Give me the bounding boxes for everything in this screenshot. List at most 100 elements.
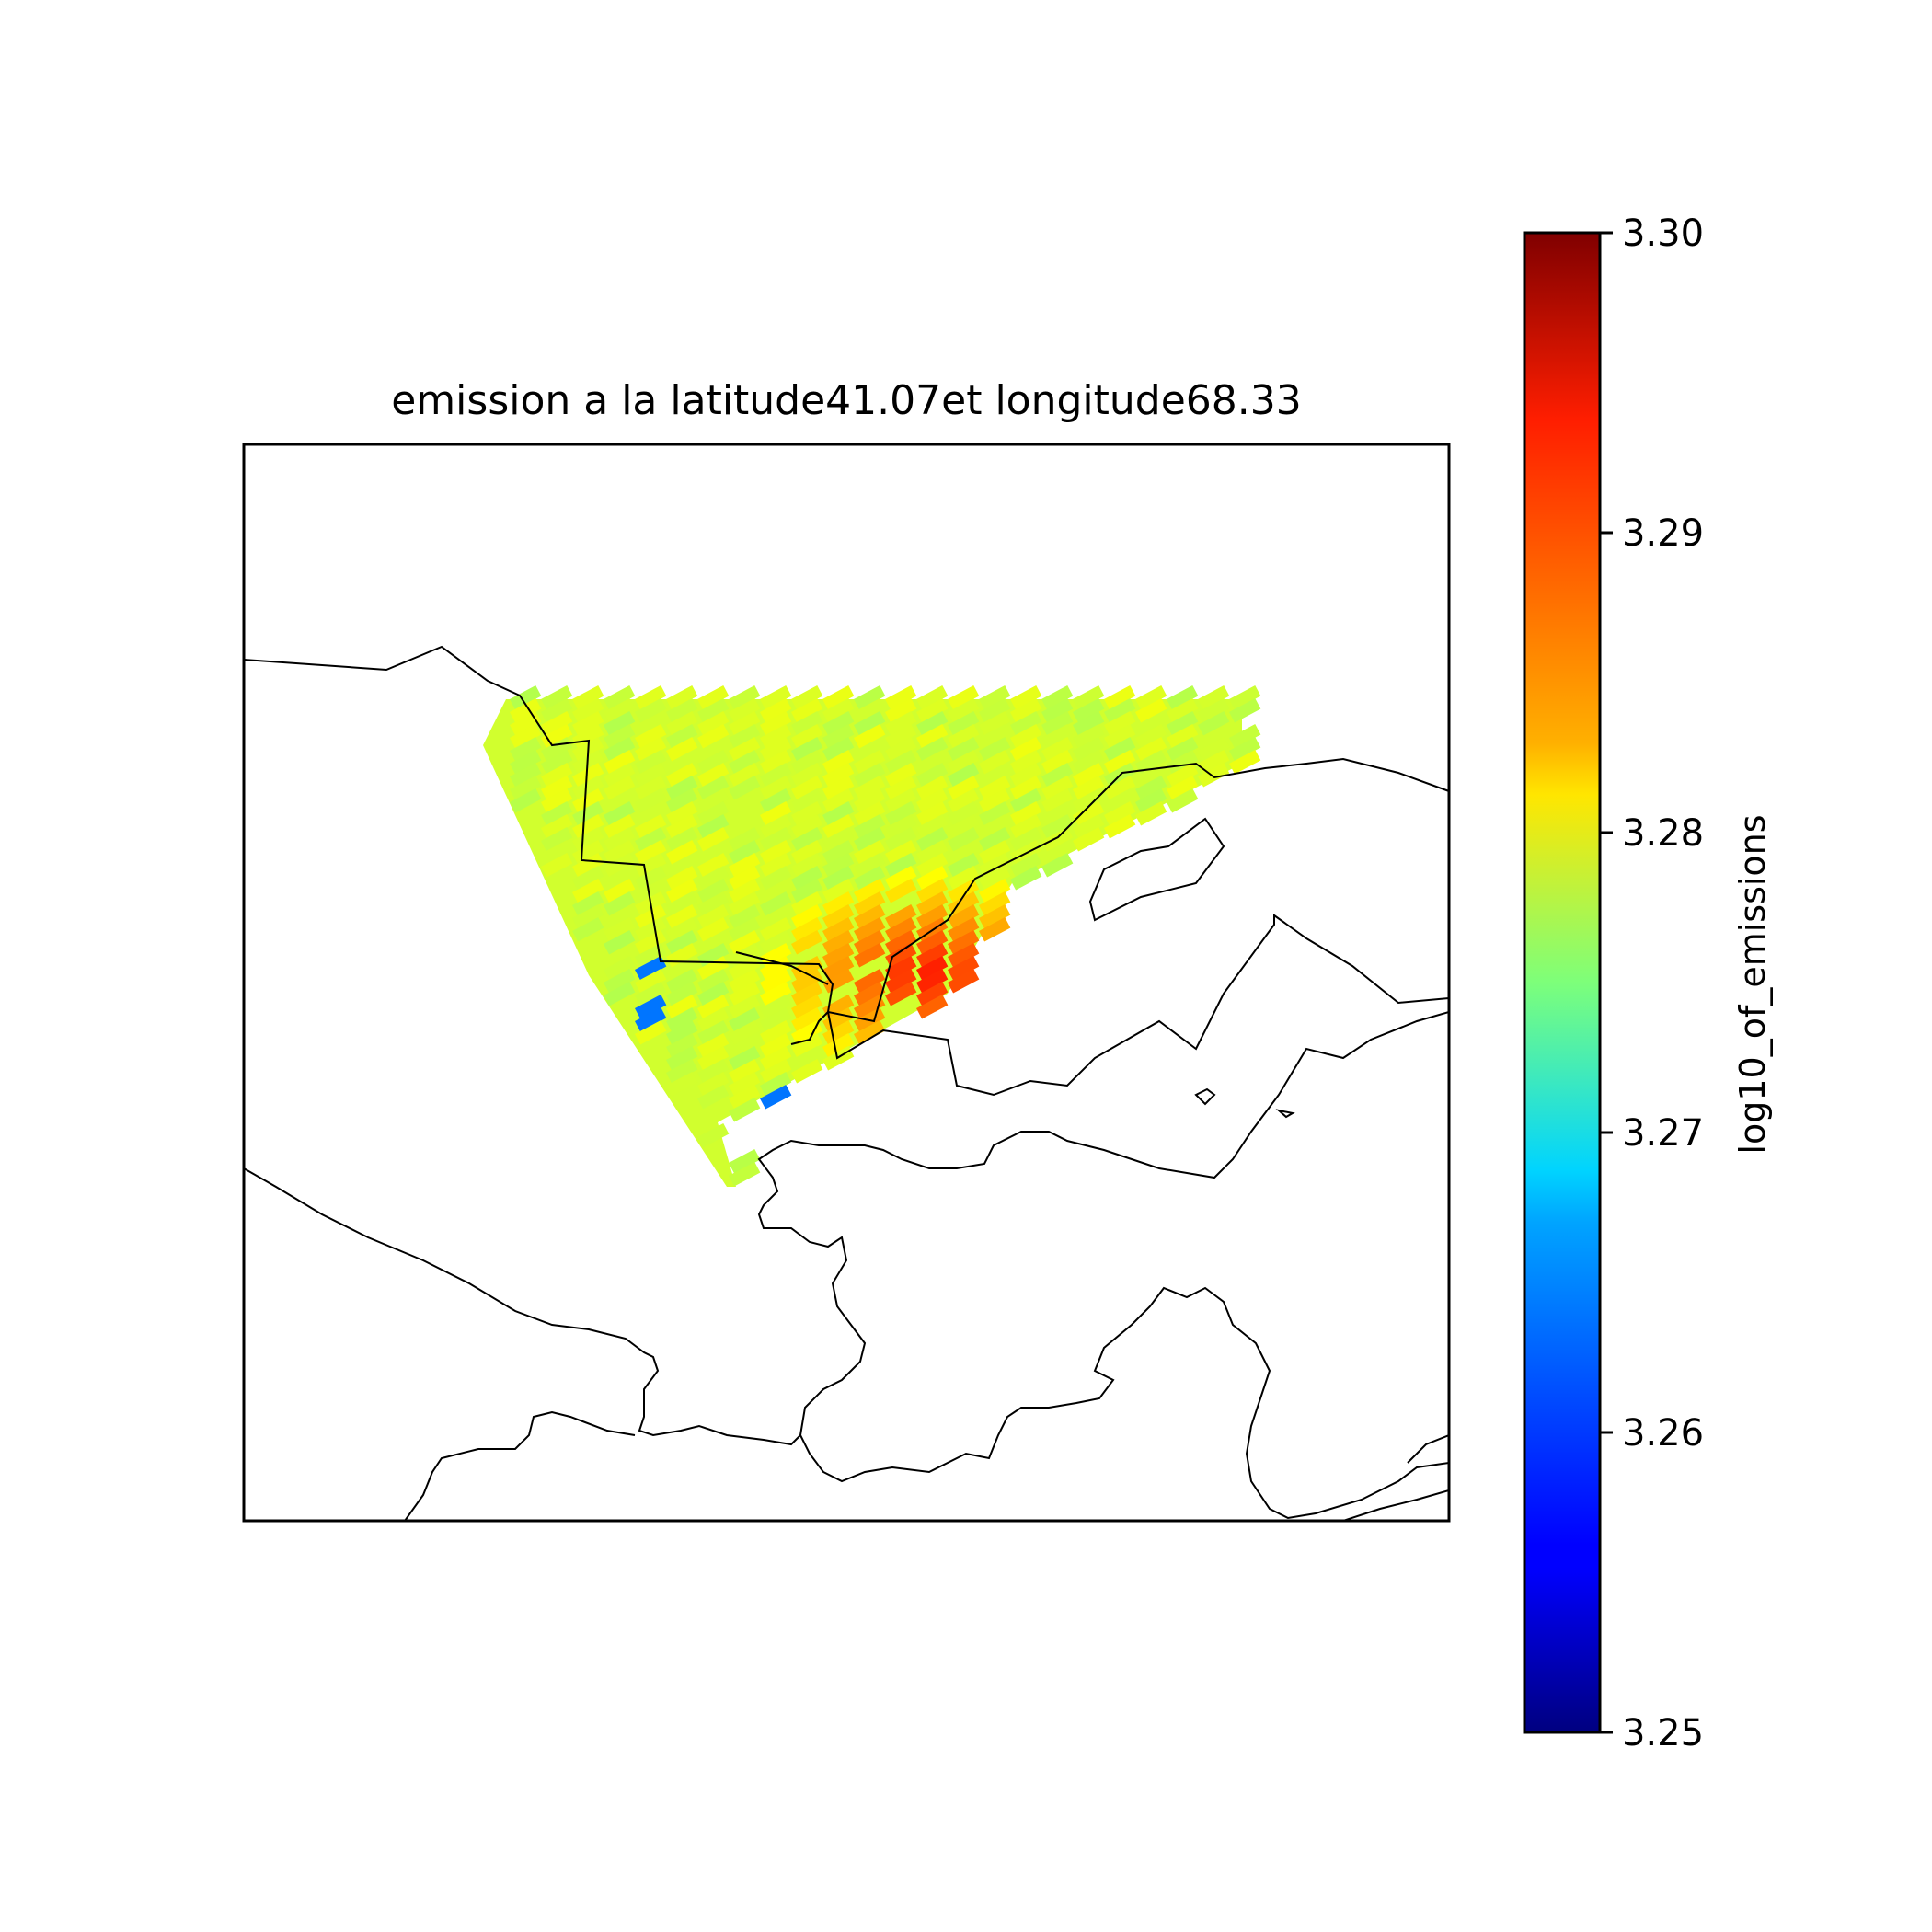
emission-cell: [541, 839, 573, 865]
emission-cell: [791, 981, 823, 1006]
coastline-southeast-corner: [1342, 1434, 1449, 1521]
emission-cell: [759, 852, 792, 878]
emission-cell: [635, 762, 667, 788]
emission-cell: [916, 839, 949, 865]
emission-cell: [510, 684, 542, 710]
coastline-fjord: [735, 951, 829, 1045]
emission-cell: [666, 981, 698, 1006]
emission-cell: [915, 929, 949, 955]
emission-cell: [1010, 710, 1042, 736]
emission-cell: [728, 1084, 761, 1110]
emission-cell: [822, 826, 855, 852]
emission-cell: [572, 903, 604, 929]
emission-cell: [885, 826, 917, 852]
emission-cell: [697, 981, 730, 1006]
emission-cell: [790, 723, 823, 749]
emission-cell: [510, 723, 542, 749]
emission-cell: [916, 813, 949, 839]
emission-cell: [1073, 826, 1105, 852]
emission-cell: [1167, 749, 1199, 775]
emission-cell: [853, 929, 886, 955]
emission-cell: [604, 710, 636, 736]
emission-cell: [1072, 749, 1105, 775]
emission-cell: [1198, 749, 1230, 775]
emission-cell: [822, 710, 855, 736]
emission-cell: [1103, 749, 1136, 775]
emission-cell: [916, 775, 949, 800]
emission-cell: [885, 968, 917, 994]
emission-cell: [729, 1006, 761, 1032]
emission-cell: [979, 723, 1011, 749]
emission-cell: [729, 762, 761, 788]
emission-cell: [1104, 736, 1136, 762]
emission-cell: [979, 891, 1011, 916]
emission-cell: [854, 826, 886, 852]
emission-cell: [916, 710, 949, 736]
emission-cell: [572, 684, 604, 710]
emission-cell: [978, 878, 1011, 903]
emission-cell: [1104, 710, 1136, 736]
emission-cell: [916, 852, 949, 878]
emission-cell: [1010, 865, 1042, 891]
emission-cell: [760, 891, 792, 916]
emission-cell: [1009, 762, 1042, 788]
emission-cell: [604, 968, 636, 994]
emission-cell: [884, 981, 917, 1006]
emission-cell: [822, 697, 855, 723]
emission-cell: [634, 826, 667, 852]
emission-cell: [791, 1006, 823, 1032]
emission-cell: [822, 929, 855, 955]
emission-cell: [665, 1006, 698, 1032]
emission-cell: [916, 749, 949, 775]
emission-cell: [665, 1019, 698, 1045]
emission-cell: [791, 800, 823, 826]
emission-cell: [1198, 710, 1230, 736]
emission-cell: [541, 710, 573, 736]
colorbar-tick-label: 3.30: [1622, 213, 1704, 255]
emission-cell: [635, 749, 667, 775]
emission-cell: [729, 929, 761, 955]
emission-cell: [759, 1045, 792, 1071]
emission-cell: [665, 1071, 698, 1097]
emission-cell: [1229, 736, 1261, 762]
emission-cell: [760, 1006, 792, 1032]
emission-cell: [510, 749, 542, 775]
emission-cell: [791, 929, 823, 955]
emission-cell: [728, 968, 761, 994]
emission-cell: [979, 916, 1011, 942]
emission-cell: [822, 865, 855, 891]
emission-cell: [635, 865, 667, 891]
emission-cell: [697, 852, 730, 878]
emission-cell: [1010, 723, 1042, 749]
emission-cell: [916, 723, 949, 749]
coastline-inlet: [1088, 817, 1225, 922]
emission-cell: [822, 684, 855, 710]
emission-cell: [603, 800, 636, 826]
emission-cell: [822, 736, 855, 762]
emission-cell: [604, 852, 636, 878]
emission-cell: [572, 788, 604, 813]
emission-cell: [1073, 788, 1105, 813]
emission-cell: [572, 839, 604, 865]
emission-cell: [1073, 736, 1105, 762]
emission-cell: [604, 723, 636, 749]
emission-cell: [916, 762, 949, 788]
emission-cell: [572, 813, 604, 839]
emission-cell: [1073, 800, 1105, 826]
emission-cell: [697, 1032, 730, 1058]
emission-cell: [1103, 697, 1136, 723]
emission-cell: [979, 826, 1011, 852]
emission-cell: [885, 723, 917, 749]
emission-cell: [791, 1058, 823, 1084]
emission-cell: [854, 968, 886, 994]
emission-cell: [1229, 684, 1261, 710]
emission-cell: [916, 968, 949, 994]
emission-cell: [541, 775, 573, 800]
emission-cell: [729, 697, 761, 723]
emission-cell: [1009, 697, 1042, 723]
emission-cell: [697, 788, 730, 813]
emission-cell: [1167, 788, 1199, 813]
emission-cell: [1010, 826, 1042, 852]
emission-cell: [666, 1058, 698, 1084]
emission-cell: [1009, 684, 1042, 710]
